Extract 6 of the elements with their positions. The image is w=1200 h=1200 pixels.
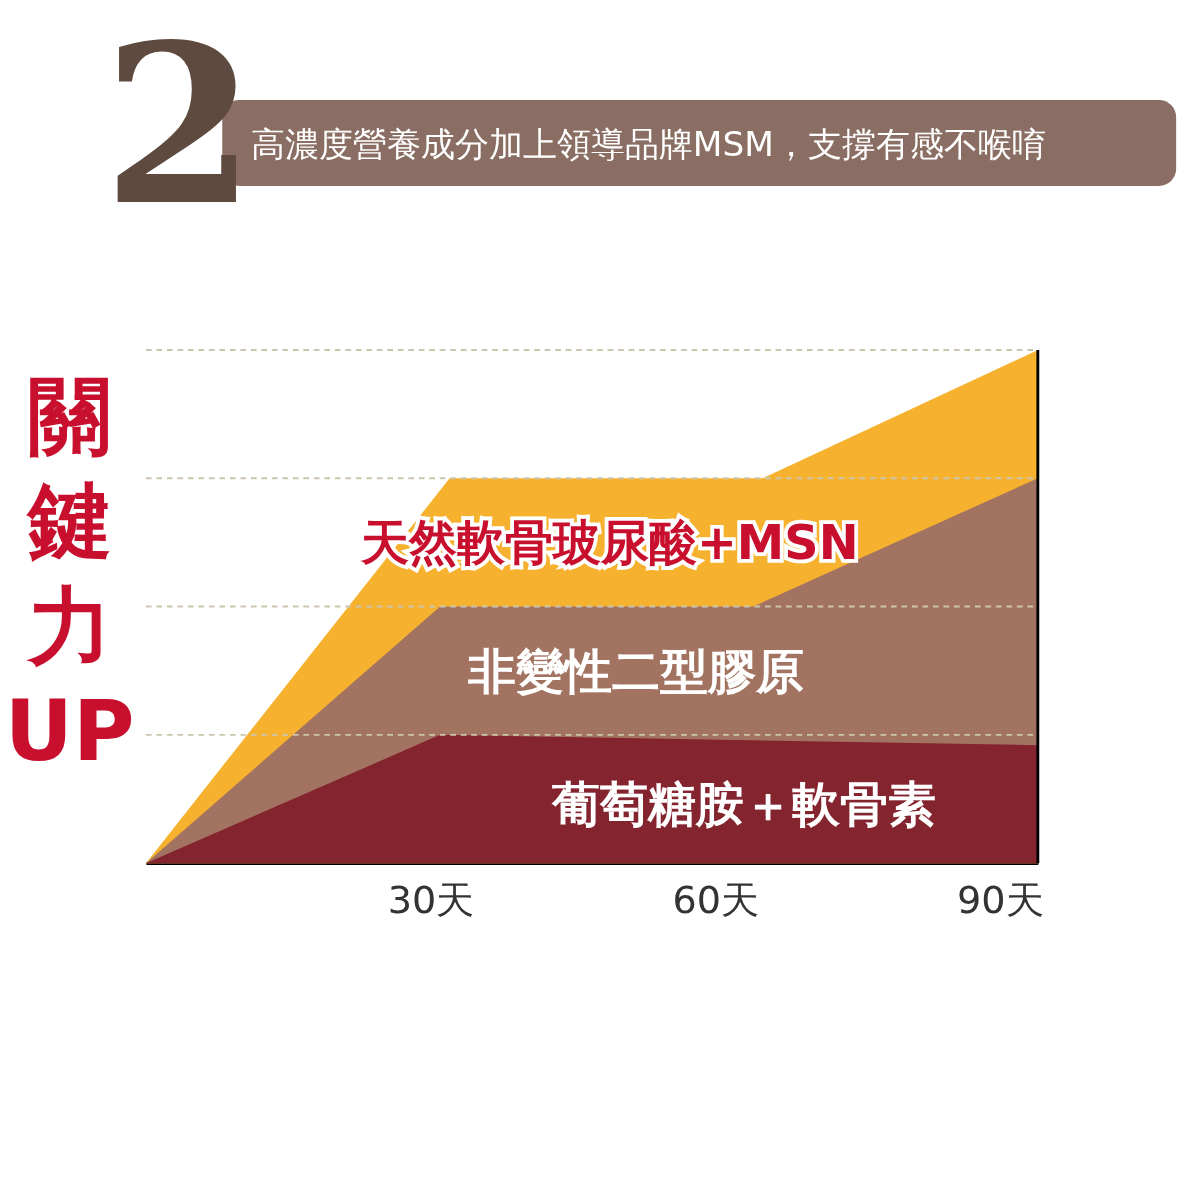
series-label: 葡萄糖胺＋軟骨素 (550, 777, 936, 833)
x-tick-label: 30天 (387, 878, 475, 923)
y-axis-title: 關鍵力UP (4, 367, 135, 781)
x-tick-label: 90天 (957, 878, 1044, 923)
x-tick-label: 60天 (672, 878, 759, 923)
series-label: 非變性二型膠原 (467, 643, 805, 699)
